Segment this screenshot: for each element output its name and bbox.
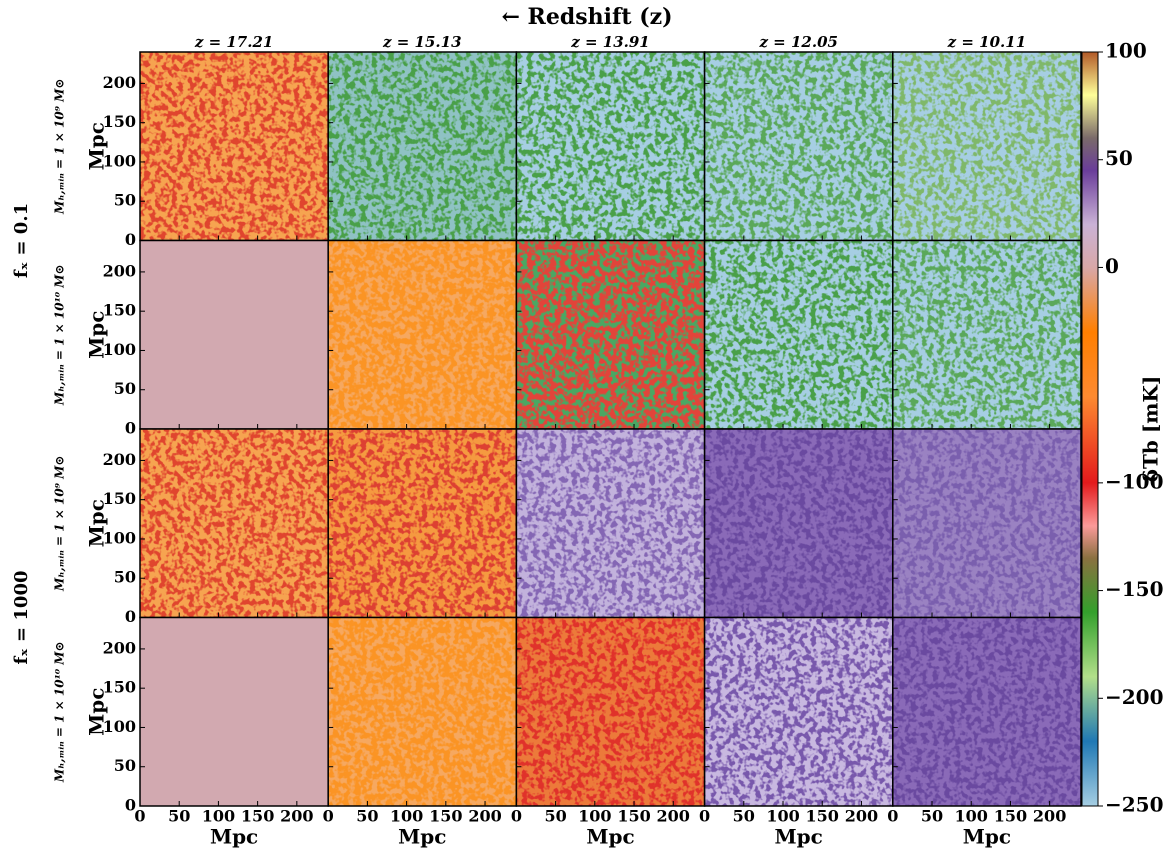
colorbar — [1082, 52, 1098, 806]
x-tick-label: 150 — [429, 807, 462, 826]
row-label: Mₕ,ₘᵢₙ = 1 × 10⁹ M⊙ — [53, 79, 67, 215]
x-tick-label: 200 — [280, 807, 313, 826]
map-texture — [516, 241, 704, 430]
x-tick-label: 150 — [617, 807, 650, 826]
colorbar-tick-label: 50 — [1105, 146, 1133, 170]
map-texture — [893, 52, 1081, 241]
x-tick-label: 150 — [994, 807, 1027, 826]
x-tick-label: 200 — [845, 807, 878, 826]
x-axis-label: Mpc — [775, 825, 823, 849]
y-axis-label: Mpc — [85, 499, 109, 547]
x-tick-label: 0 — [511, 807, 522, 826]
x-tick-label: 50 — [544, 807, 566, 826]
map-texture — [328, 429, 516, 618]
row-group-label: fₓ = 1000 — [11, 570, 32, 664]
x-tick-label: 100 — [578, 807, 611, 826]
column-title: z = 10.11 — [947, 33, 1027, 51]
x-tick-label: 100 — [955, 807, 988, 826]
x-tick-label: 0 — [699, 807, 710, 826]
x-tick-label: 0 — [134, 807, 145, 826]
row-label: Mₕ,ₘᵢₙ = 1 × 10¹⁰ M⊙ — [53, 264, 67, 406]
map-texture — [705, 52, 893, 241]
y-tick-label: 50 — [114, 568, 136, 587]
x-tick-label: 50 — [356, 807, 378, 826]
y-tick-label: 200 — [103, 73, 136, 92]
x-tick-label: 50 — [921, 807, 943, 826]
row-label: Mₕ,ₘᵢₙ = 1 × 10¹⁰ M⊙ — [53, 641, 67, 783]
x-tick-label: 100 — [202, 807, 235, 826]
x-tick-label: 50 — [733, 807, 755, 826]
map-texture — [705, 241, 893, 430]
colorbar-tick-label: 0 — [1105, 254, 1119, 278]
x-axis-label: Mpc — [398, 825, 446, 849]
map-texture — [516, 429, 704, 618]
map-texture — [140, 429, 328, 618]
column-title: z = 17.21 — [194, 33, 274, 51]
map-texture — [893, 429, 1081, 618]
y-tick-label: 200 — [103, 450, 136, 469]
colorbar-tick-label: −250 — [1105, 793, 1164, 817]
y-axis-label: Mpc — [85, 311, 109, 359]
colorbar-tick-label: −200 — [1105, 685, 1164, 709]
x-tick-label: 200 — [1033, 807, 1066, 826]
map-panel — [140, 241, 328, 430]
x-axis-label: Mpc — [586, 825, 634, 849]
x-tick-label: 100 — [390, 807, 423, 826]
y-tick-label: 200 — [103, 261, 136, 280]
map-panel — [140, 618, 328, 807]
x-axis-label: Mpc — [210, 825, 258, 849]
x-axis-label: Mpc — [963, 825, 1011, 849]
x-tick-label: 150 — [241, 807, 274, 826]
y-tick-label: 0 — [125, 607, 136, 626]
map-texture — [140, 52, 328, 241]
x-tick-label: 150 — [806, 807, 839, 826]
colorbar-tick-label: 100 — [1105, 39, 1147, 63]
colorbar-label: δTb [mK] — [1139, 376, 1163, 483]
x-tick-label: 100 — [766, 807, 799, 826]
map-texture — [328, 241, 516, 430]
y-tick-label: 50 — [114, 379, 136, 398]
colorbar-tick-label: −150 — [1105, 577, 1164, 601]
map-texture — [328, 618, 516, 807]
y-tick-label: 50 — [114, 191, 136, 210]
map-texture — [893, 241, 1081, 430]
y-axis-label: Mpc — [85, 688, 109, 736]
column-title: z = 15.13 — [382, 33, 462, 51]
map-texture — [516, 52, 704, 241]
x-tick-label: 200 — [657, 807, 690, 826]
row-label: Mₕ,ₘᵢₙ = 1 × 10⁹ M⊙ — [53, 456, 67, 592]
column-title: z = 12.05 — [758, 33, 838, 51]
row-group-label: fₓ = 0.1 — [11, 203, 32, 278]
y-tick-label: 200 — [103, 638, 136, 657]
y-tick-label: 0 — [125, 419, 136, 438]
map-texture — [893, 618, 1081, 807]
map-texture — [705, 429, 893, 618]
y-tick-label: 50 — [114, 756, 136, 775]
figure-title: ← Redshift (z) — [501, 4, 672, 30]
map-texture — [328, 52, 516, 241]
x-tick-label: 0 — [323, 807, 334, 826]
map-texture — [705, 618, 893, 807]
y-tick-label: 0 — [125, 230, 136, 249]
y-axis-label: Mpc — [85, 122, 109, 170]
map-texture — [516, 618, 704, 807]
x-tick-label: 200 — [468, 807, 501, 826]
x-tick-label: 0 — [887, 807, 898, 826]
x-tick-label: 50 — [168, 807, 190, 826]
column-title: z = 13.91 — [570, 33, 650, 51]
